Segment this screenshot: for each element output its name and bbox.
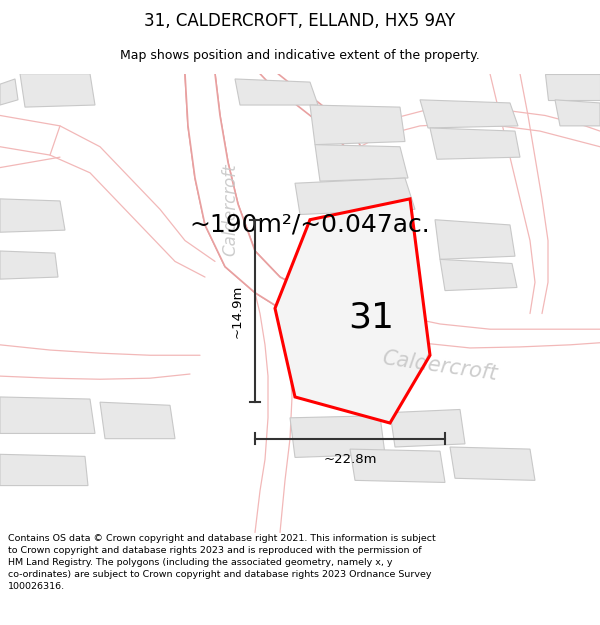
Polygon shape xyxy=(235,79,318,105)
Text: ~190m²/~0.047ac.: ~190m²/~0.047ac. xyxy=(190,213,430,237)
Text: 31, CALDERCROFT, ELLAND, HX5 9AY: 31, CALDERCROFT, ELLAND, HX5 9AY xyxy=(145,12,455,29)
Polygon shape xyxy=(435,220,515,259)
Text: ~22.8m: ~22.8m xyxy=(323,453,377,466)
Polygon shape xyxy=(420,100,518,128)
Polygon shape xyxy=(0,251,58,279)
Polygon shape xyxy=(290,416,385,457)
Polygon shape xyxy=(185,74,300,308)
Polygon shape xyxy=(450,447,535,481)
Polygon shape xyxy=(430,128,520,159)
Polygon shape xyxy=(275,199,430,423)
Polygon shape xyxy=(545,74,600,100)
Polygon shape xyxy=(310,105,405,144)
Text: Map shows position and indicative extent of the property.: Map shows position and indicative extent… xyxy=(120,49,480,62)
Polygon shape xyxy=(555,100,600,126)
Polygon shape xyxy=(0,199,65,232)
Polygon shape xyxy=(100,402,175,439)
Polygon shape xyxy=(0,454,88,486)
Text: ~14.9m: ~14.9m xyxy=(230,284,244,338)
Polygon shape xyxy=(0,79,18,105)
Text: 31: 31 xyxy=(349,300,395,334)
Polygon shape xyxy=(0,397,95,434)
Polygon shape xyxy=(350,449,445,482)
Polygon shape xyxy=(390,409,465,447)
Polygon shape xyxy=(440,259,517,291)
Text: Caldercroft: Caldercroft xyxy=(381,348,499,384)
Text: Caldercroft: Caldercroft xyxy=(221,163,239,256)
Polygon shape xyxy=(20,74,95,107)
Polygon shape xyxy=(295,178,415,214)
Polygon shape xyxy=(315,144,408,181)
Text: Contains OS data © Crown copyright and database right 2021. This information is : Contains OS data © Crown copyright and d… xyxy=(8,534,436,591)
